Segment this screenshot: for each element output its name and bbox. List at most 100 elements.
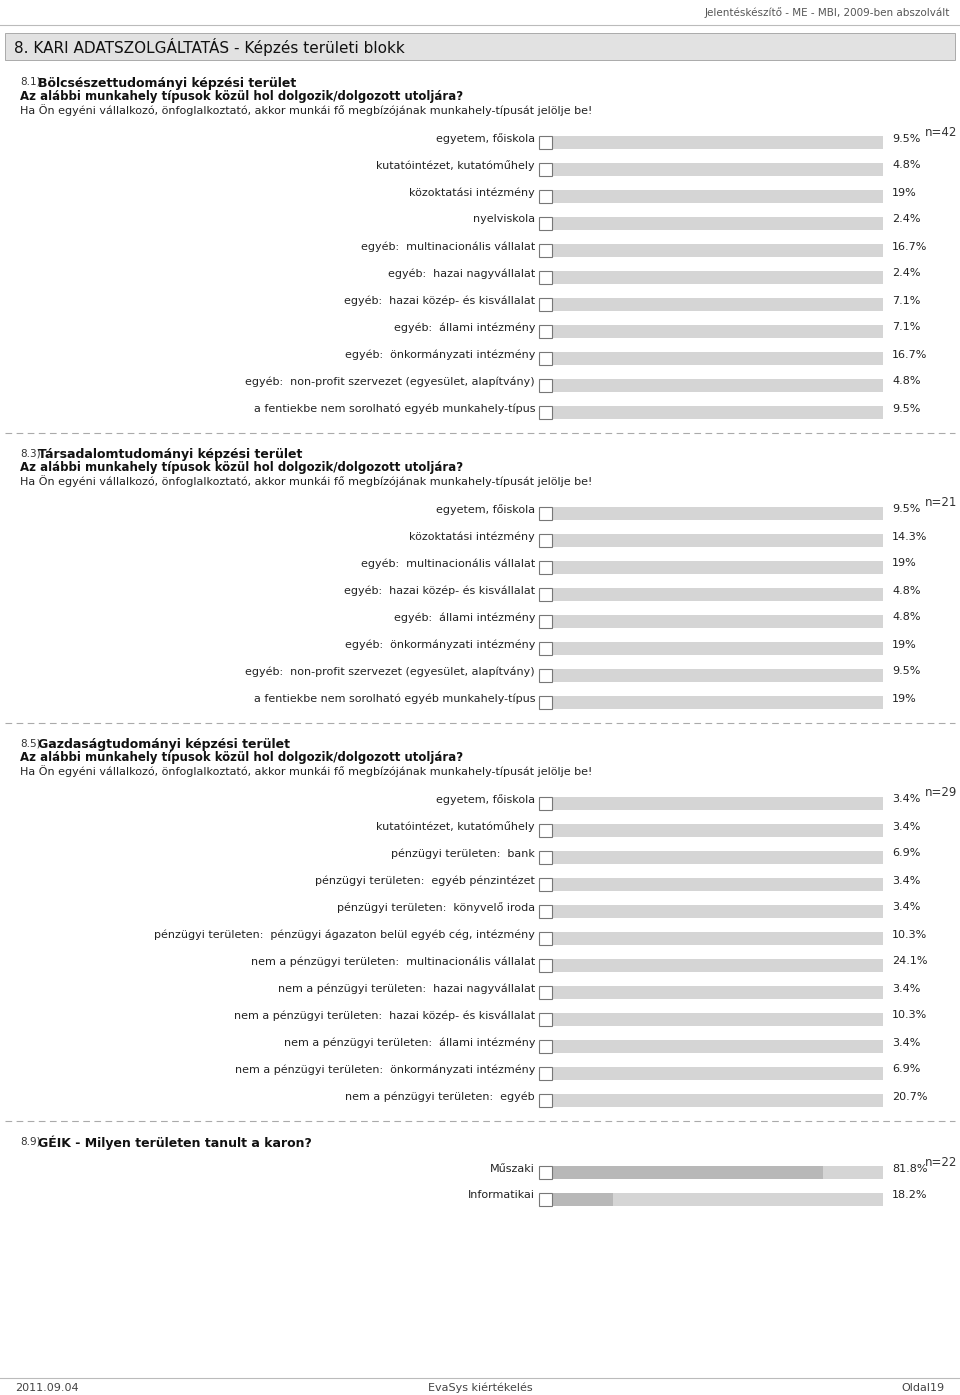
Bar [539,218,552,230]
Text: 4.8%: 4.8% [892,586,921,596]
Text: egyéb:  non-profit szervezet (egyesület, alapítvány): egyéb: non-profit szervezet (egyesület, … [246,377,535,386]
Text: 16.7%: 16.7% [892,350,927,360]
Bar [553,1041,883,1053]
Bar [553,824,883,837]
Bar [539,406,552,418]
Bar [553,986,883,999]
Bar [5,33,955,60]
Bar [539,379,552,392]
Bar [539,851,552,864]
Text: n=22: n=22 [925,1155,957,1169]
Bar [539,1041,552,1053]
Bar [553,379,883,392]
Bar [553,797,883,810]
Bar [553,325,883,338]
Text: 10.3%: 10.3% [892,1010,927,1021]
Text: egyéb:  non-profit szervezet (egyesület, alapítvány): egyéb: non-profit szervezet (egyesület, … [246,667,535,677]
Bar [553,1166,883,1179]
Bar [553,642,883,656]
Bar [539,271,552,285]
Text: 3.4%: 3.4% [892,822,921,831]
Bar [553,1193,613,1207]
Bar [553,218,883,230]
Text: 6.9%: 6.9% [892,848,921,858]
Text: 2.4%: 2.4% [892,268,921,279]
Text: 20.7%: 20.7% [892,1091,927,1102]
Text: 8. KARI ADATSZOLGÁLTATÁS - Képzés területi blokk: 8. KARI ADATSZOLGÁLTATÁS - Képzés terüle… [14,38,405,56]
Text: egyéb:  önkormányzati intézmény: egyéb: önkormányzati intézmény [345,639,535,650]
Bar [539,506,552,520]
Bar [539,797,552,810]
Text: 10.3%: 10.3% [892,929,927,939]
Text: 24.1%: 24.1% [892,957,927,967]
Text: Az alábbi munkahely típusok közül hol dolgozik/dolgozott utoljára?: Az alábbi munkahely típusok közül hol do… [20,91,463,103]
Text: egyéb:  multinacionális vállalat: egyéb: multinacionális vállalat [361,558,535,569]
Text: 9.5%: 9.5% [892,505,921,515]
Bar [539,1067,552,1080]
Text: 8.5): 8.5) [20,738,40,748]
Text: 2011.09.04: 2011.09.04 [15,1382,79,1394]
Bar [553,163,883,176]
Bar [539,135,552,149]
Bar [553,561,883,573]
Text: nem a pénzügyi területen:  multinacionális vállalat: nem a pénzügyi területen: multinacionáli… [251,956,535,967]
Text: Informatikai: Informatikai [468,1190,535,1201]
Bar [553,1094,883,1108]
Bar [539,615,552,628]
Bar [539,642,552,656]
Bar [553,877,883,891]
Text: 3.4%: 3.4% [892,1038,921,1048]
Text: 4.8%: 4.8% [892,377,921,386]
Text: közoktatási intézmény: közoktatási intézmény [409,531,535,541]
Bar [539,352,552,365]
Text: közoktatási intézmény: közoktatási intézmény [409,187,535,198]
Bar [539,877,552,891]
Text: nyelviskola: nyelviskola [473,215,535,225]
Text: egyéb:  hazai közép- és kisvállalat: egyéb: hazai közép- és kisvállalat [344,296,535,306]
Text: 19%: 19% [892,558,917,569]
Bar [539,325,552,338]
Text: 16.7%: 16.7% [892,241,927,251]
Bar [539,589,552,601]
Bar [539,932,552,944]
Bar [553,534,883,547]
Text: egyéb:  hazai közép- és kisvállalat: egyéb: hazai közép- és kisvállalat [344,586,535,596]
Text: 4.8%: 4.8% [892,160,921,170]
Text: nem a pénzügyi területen:  állami intézmény: nem a pénzügyi területen: állami intézmé… [283,1038,535,1048]
Bar [553,851,883,864]
Bar [539,958,552,972]
Text: Bölcsészettudományi képzési terület: Bölcsészettudományi képzési terület [38,77,297,91]
Bar [539,163,552,176]
Bar [539,534,552,547]
Text: 9.5%: 9.5% [892,134,921,144]
Text: Ha Ön egyéni vállalkozó, önfoglalkoztató, akkor munkái fő megbízójának munkahely: Ha Ön egyéni vállalkozó, önfoglalkoztató… [20,764,592,777]
Text: 3.4%: 3.4% [892,876,921,886]
Bar [553,932,883,944]
Text: 19%: 19% [892,639,917,650]
Bar [539,1013,552,1025]
Bar [553,506,883,520]
Text: 19%: 19% [892,693,917,703]
Text: 3.4%: 3.4% [892,903,921,912]
Bar [553,135,883,149]
Text: 7.1%: 7.1% [892,296,921,306]
Text: egyetem, főiskola: egyetem, főiskola [436,133,535,144]
Bar [553,190,883,204]
Bar [539,824,552,837]
Text: Társadalomtudományi képzési terület: Társadalomtudományi képzési terület [38,448,302,460]
Text: 2.4%: 2.4% [892,215,921,225]
Bar [539,986,552,999]
Text: 14.3%: 14.3% [892,531,927,541]
Text: 19%: 19% [892,187,917,198]
Text: pénzügyi területen:  bank: pénzügyi területen: bank [391,848,535,859]
Text: 6.9%: 6.9% [892,1064,921,1074]
Text: Műszaki: Műszaki [491,1163,535,1173]
Text: nem a pénzügyi területen:  hazai nagyvállalat: nem a pénzügyi területen: hazai nagyváll… [277,983,535,993]
Bar [539,299,552,311]
Text: 81.8%: 81.8% [892,1163,927,1173]
Text: Jelentéskészítő - ME - MBI, 2009-ben abszolvált: Jelentéskészítő - ME - MBI, 2009-ben abs… [705,7,950,18]
Bar [553,1013,883,1025]
Bar [539,244,552,257]
Text: Az alábbi munkahely típusok közül hol dolgozik/dolgozott utoljára?: Az alábbi munkahely típusok közül hol do… [20,460,463,474]
Bar [553,271,883,285]
